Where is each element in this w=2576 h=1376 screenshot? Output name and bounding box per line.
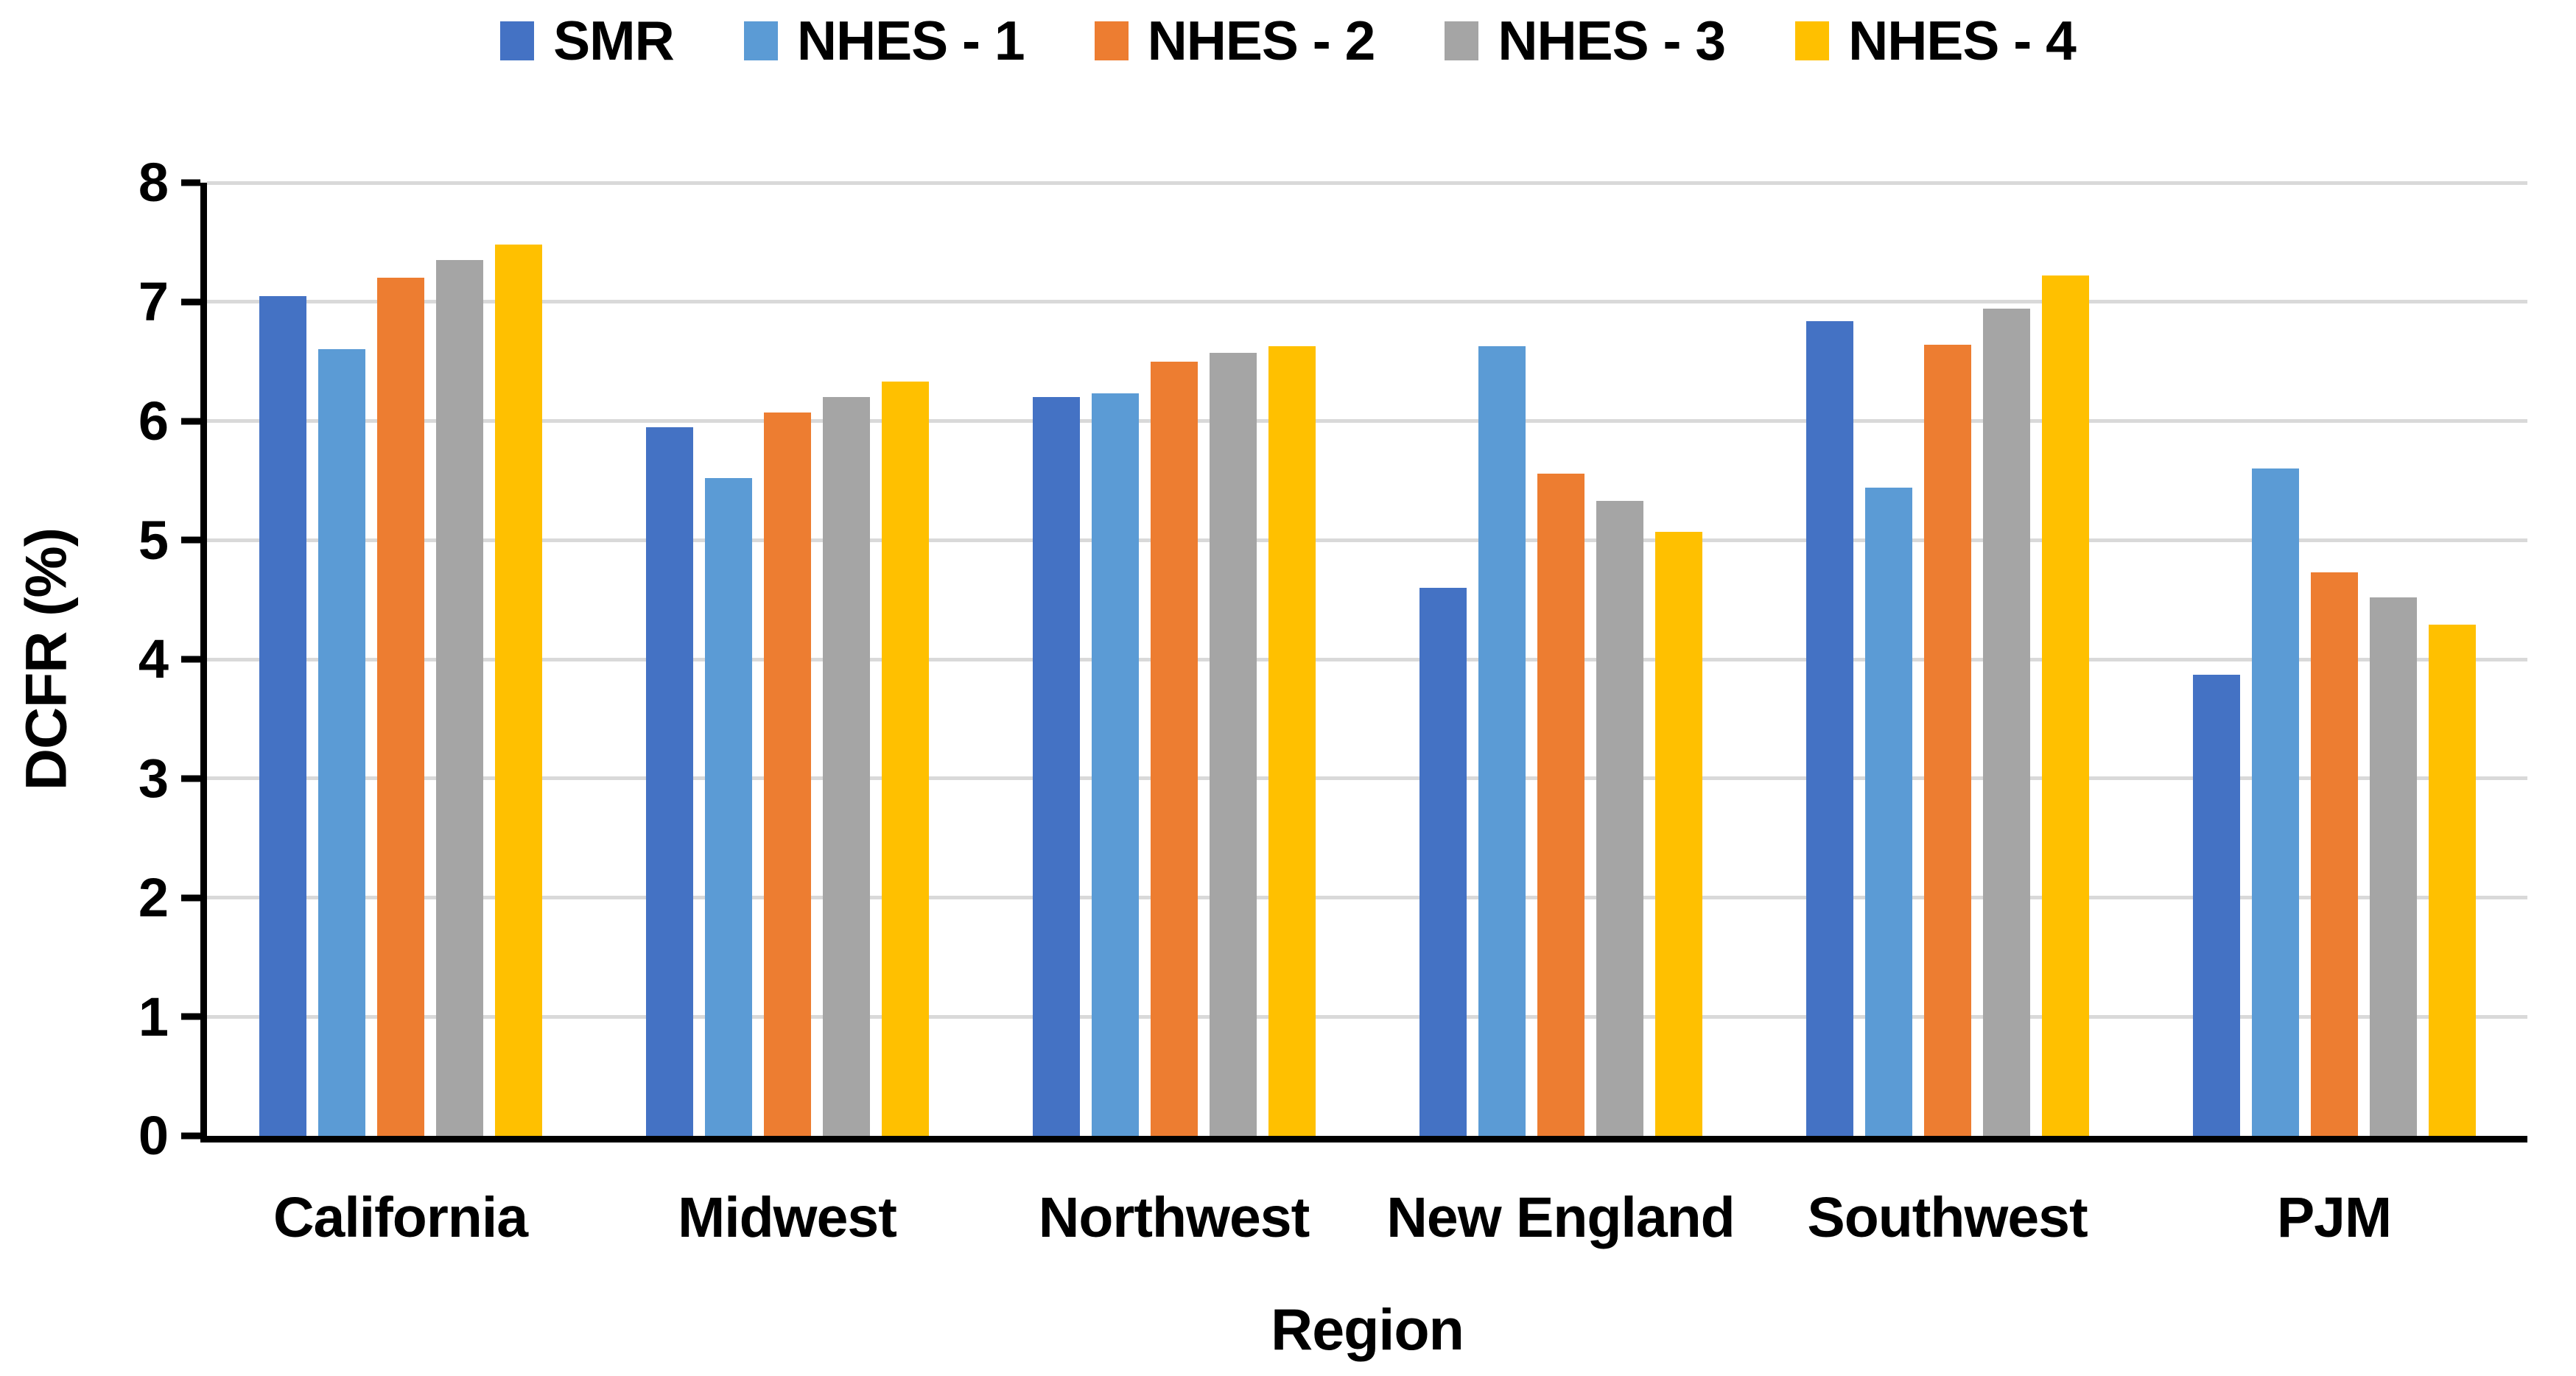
bar-nhes-1-california bbox=[317, 349, 365, 1136]
legend-label: NHES - 2 bbox=[1147, 10, 1376, 71]
bar-nhes-2-pjm bbox=[2310, 572, 2358, 1136]
plot-area bbox=[207, 180, 2527, 1136]
bar-group-new-england bbox=[1367, 183, 1754, 1136]
gridline-4 bbox=[207, 657, 2527, 661]
x-axis-line bbox=[200, 1136, 2527, 1142]
legend-label: NHES - 1 bbox=[796, 10, 1025, 71]
legend-item-nhes-3: NHES - 3 bbox=[1445, 10, 1726, 71]
x-label-southwest: Southwest bbox=[1807, 1186, 2088, 1249]
y-tick-mark-8 bbox=[181, 179, 200, 186]
bar-nhes-4-southwest bbox=[2041, 275, 2089, 1136]
legend-label: SMR bbox=[553, 10, 675, 71]
x-label-new-england: New England bbox=[1386, 1186, 1735, 1249]
legend-swatch-nhes-2 bbox=[1094, 21, 1129, 60]
y-tick-label-6: 6 bbox=[138, 390, 169, 452]
legend: SMR NHES - 1 NHES - 2 NHES - 3 NHES - 4 bbox=[0, 13, 2576, 69]
x-axis-category-labels: California Midwest Northwest New England Sou… bbox=[207, 1190, 2527, 1263]
bar-nhes-2-northwest bbox=[1150, 361, 1198, 1136]
y-tick-mark-5 bbox=[181, 536, 200, 544]
x-label-northwest: Northwest bbox=[1038, 1186, 1310, 1249]
legend-swatch-nhes-4 bbox=[1795, 21, 1830, 60]
legend-swatch-nhes-3 bbox=[1445, 21, 1479, 60]
y-tick-mark-2 bbox=[181, 894, 200, 901]
y-tick-label-1: 1 bbox=[138, 986, 169, 1047]
gridline-6 bbox=[207, 419, 2527, 423]
y-tick-mark-7 bbox=[181, 298, 200, 306]
bar-group-california bbox=[207, 183, 594, 1136]
gridline-7 bbox=[207, 300, 2527, 304]
bar-nhes-1-northwest bbox=[1091, 393, 1139, 1136]
bar-nhes-2-california bbox=[376, 278, 424, 1136]
bar-nhes-3-northwest bbox=[1209, 353, 1257, 1136]
legend-item-smr: SMR bbox=[500, 10, 675, 71]
legend-item-nhes-2: NHES - 2 bbox=[1094, 10, 1376, 71]
bar-nhes-3-southwest bbox=[1982, 309, 2030, 1136]
y-tick-mark-4 bbox=[181, 656, 200, 663]
bar-nhes-3-midwest bbox=[822, 397, 870, 1136]
y-tick-mark-6 bbox=[181, 418, 200, 424]
y-tick-label-7: 7 bbox=[138, 270, 169, 332]
y-tick-mark-3 bbox=[181, 775, 200, 782]
y-axis-tick-marks bbox=[181, 179, 200, 1140]
legend-swatch-smr bbox=[500, 21, 535, 60]
legend-label: NHES - 3 bbox=[1498, 10, 1726, 71]
bar-nhes-2-southwest bbox=[1923, 344, 1971, 1136]
gridline-3 bbox=[207, 776, 2527, 781]
bar-nhes-4-pjm bbox=[2428, 625, 2476, 1136]
x-label-pjm: PJM bbox=[2276, 1186, 2392, 1249]
legend-swatch-nhes-1 bbox=[743, 21, 778, 60]
y-tick-label-2: 2 bbox=[138, 866, 169, 928]
legend-item-nhes-4: NHES - 4 bbox=[1795, 10, 2077, 71]
bar-nhes-2-midwest bbox=[763, 413, 811, 1136]
x-label-california: California bbox=[273, 1186, 528, 1249]
y-tick-mark-0 bbox=[181, 1132, 200, 1140]
bar-group-midwest bbox=[594, 183, 980, 1136]
bar-smr-midwest bbox=[645, 427, 693, 1136]
bar-nhes-1-new-england bbox=[1478, 345, 1526, 1136]
bar-nhes-3-pjm bbox=[2369, 597, 2417, 1136]
bar-nhes-3-california bbox=[435, 260, 483, 1136]
y-tick-label-4: 4 bbox=[138, 628, 169, 690]
bar-smr-new-england bbox=[1419, 587, 1467, 1136]
bar-nhes-4-new-england bbox=[1654, 531, 1702, 1136]
gridline-2 bbox=[207, 896, 2527, 899]
bar-smr-california bbox=[259, 295, 306, 1136]
bar-nhes-4-northwest bbox=[1268, 345, 1316, 1136]
bar-nhes-1-southwest bbox=[1864, 488, 1912, 1136]
bar-nhes-2-new-england bbox=[1537, 473, 1584, 1136]
bar-nhes-3-new-england bbox=[1596, 500, 1643, 1136]
bar-smr-pjm bbox=[2192, 675, 2240, 1136]
y-tick-label-8: 8 bbox=[138, 152, 169, 214]
y-tick-label-0: 0 bbox=[138, 1105, 169, 1167]
bar-nhes-1-pjm bbox=[2251, 468, 2299, 1136]
legend-label: NHES - 4 bbox=[1848, 10, 2077, 71]
gridline-1 bbox=[207, 1014, 2527, 1019]
gridline-5 bbox=[207, 538, 2527, 542]
y-tick-mark-1 bbox=[181, 1013, 200, 1020]
bar-group-southwest bbox=[1754, 183, 2141, 1136]
bar-smr-southwest bbox=[1805, 320, 1853, 1136]
bar-smr-northwest bbox=[1032, 397, 1080, 1136]
bar-nhes-4-midwest bbox=[881, 382, 929, 1136]
bar-nhes-1-midwest bbox=[704, 478, 752, 1136]
y-tick-label-5: 5 bbox=[138, 509, 169, 571]
bar-group-northwest bbox=[980, 183, 1367, 1136]
x-axis-title: Region bbox=[1271, 1296, 1464, 1362]
y-tick-label-3: 3 bbox=[138, 747, 169, 809]
x-label-midwest: Midwest bbox=[678, 1186, 897, 1249]
y-axis-line bbox=[200, 183, 207, 1139]
legend-item-nhes-1: NHES - 1 bbox=[743, 10, 1025, 71]
bar-nhes-4-california bbox=[494, 245, 542, 1136]
bar-group-pjm bbox=[2141, 183, 2527, 1136]
gridline-8 bbox=[207, 180, 2527, 185]
